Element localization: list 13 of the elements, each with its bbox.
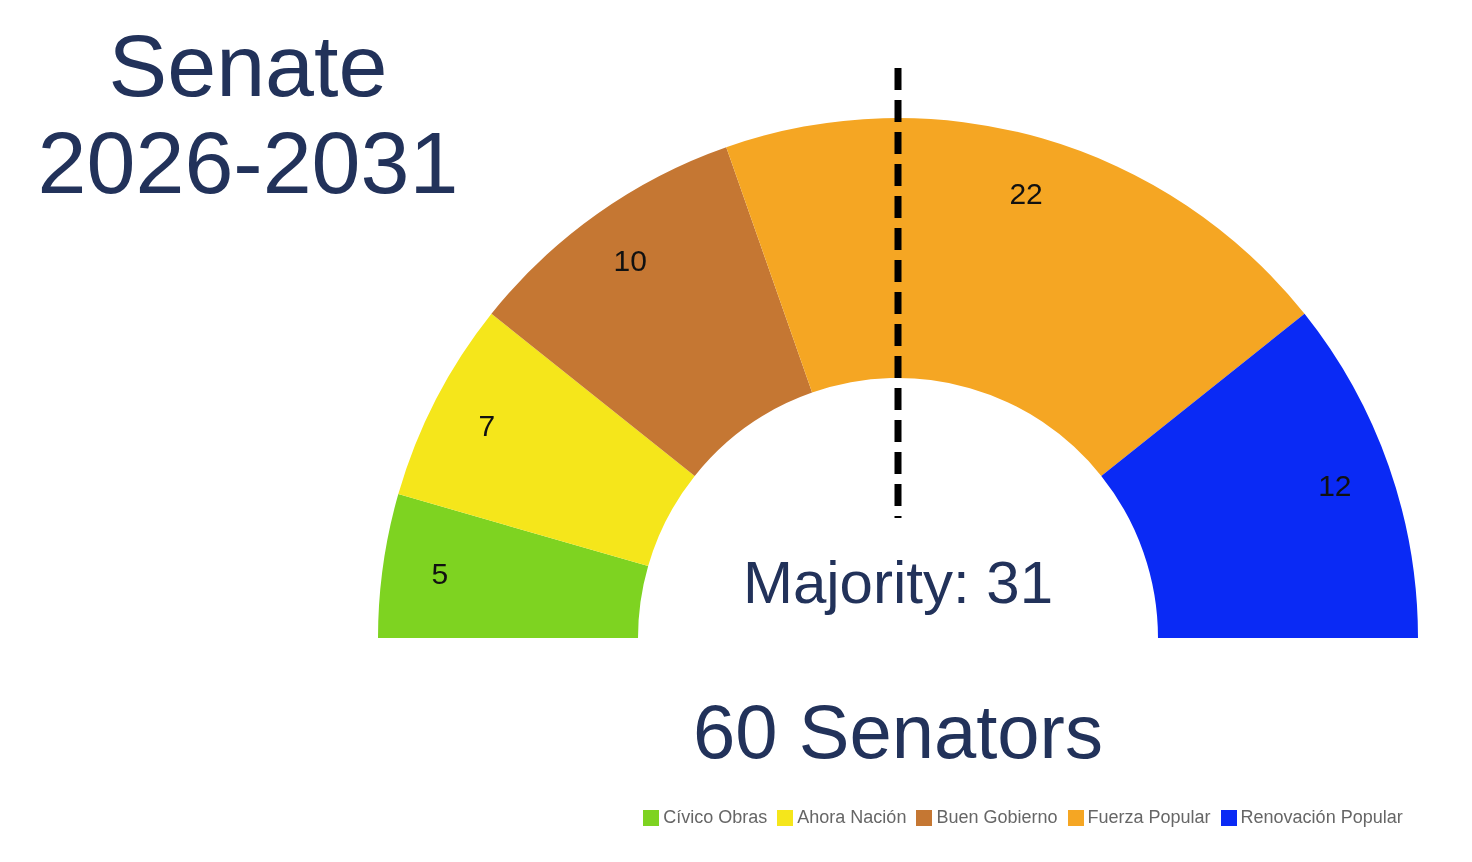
data-label: 5: [431, 556, 449, 590]
data-label: 22: [1009, 176, 1043, 210]
text: Majority: 31: [741, 548, 1055, 617]
chart-title: Senate 2026-2031: [36, 16, 460, 212]
legend-label: Ahora Nación: [797, 807, 907, 827]
text: 60 Senators: [692, 688, 1104, 775]
data-label: 12: [1318, 468, 1352, 502]
data-label: 10: [613, 244, 647, 278]
legend-label: Cívico Obras: [663, 807, 768, 827]
legend-label: Renovación Popular: [1240, 807, 1403, 827]
legend-label: Fuerza Popular: [1087, 807, 1211, 827]
data-label: 7: [478, 409, 496, 443]
legend-label: Buen Gobierno: [936, 807, 1058, 827]
